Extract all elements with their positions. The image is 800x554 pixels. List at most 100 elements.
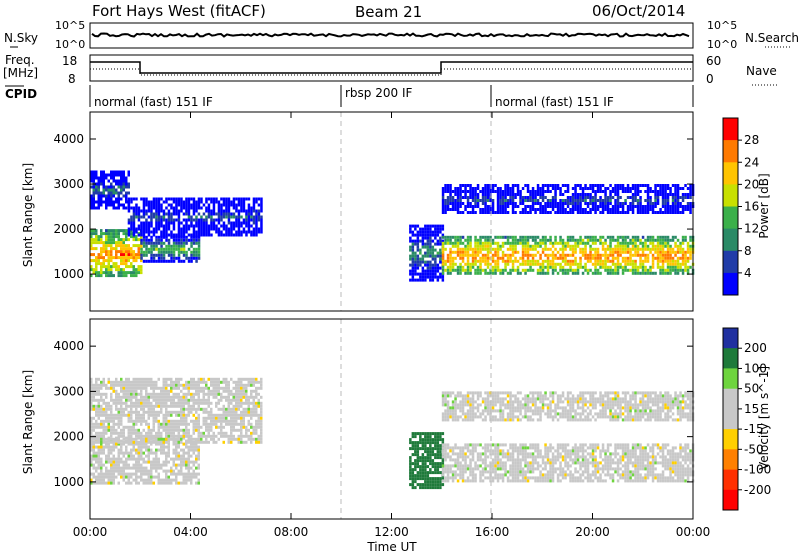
power-cell bbox=[521, 187, 525, 190]
power-cell bbox=[669, 271, 672, 275]
velocity-cell bbox=[137, 383, 140, 387]
power-cell bbox=[589, 196, 592, 199]
velocity-cell bbox=[112, 398, 115, 402]
power-cell bbox=[621, 268, 625, 272]
velocity-cell bbox=[100, 475, 103, 479]
power-cell bbox=[506, 190, 510, 193]
velocity-cell bbox=[182, 481, 185, 485]
power-cell bbox=[609, 244, 612, 248]
power-cell bbox=[626, 235, 630, 239]
velocity-cell bbox=[185, 440, 188, 444]
velocity-cell bbox=[152, 463, 155, 467]
power-cell bbox=[150, 241, 153, 245]
radar-title: Fort Hays West (fitACF) bbox=[92, 2, 266, 20]
power-cell bbox=[566, 196, 570, 199]
power-cell bbox=[461, 202, 465, 205]
velocity-cell bbox=[421, 471, 425, 475]
power-cell bbox=[499, 193, 502, 196]
power-cell bbox=[591, 202, 595, 205]
power-cell bbox=[97, 197, 100, 201]
power-cell bbox=[130, 227, 133, 231]
velocity-cell bbox=[227, 398, 230, 402]
power-cell bbox=[616, 253, 620, 257]
power-cell bbox=[524, 235, 527, 239]
power-cell bbox=[212, 197, 216, 201]
power-cell bbox=[441, 259, 445, 263]
velocity-cell bbox=[100, 413, 103, 417]
velocity-cell bbox=[97, 389, 100, 393]
power-cell bbox=[132, 206, 136, 210]
velocity-cell bbox=[434, 480, 437, 484]
power-cell bbox=[434, 257, 437, 261]
power-cell bbox=[614, 184, 617, 187]
velocity-cell bbox=[127, 395, 130, 399]
power-cell bbox=[664, 238, 667, 242]
power-cell bbox=[651, 262, 655, 266]
power-cell bbox=[596, 250, 600, 254]
velocity-cell bbox=[105, 440, 108, 444]
velocity-cell bbox=[170, 428, 173, 432]
power-cell bbox=[681, 262, 685, 266]
velocity-cell bbox=[185, 419, 188, 423]
power-cell bbox=[230, 212, 233, 216]
power-cell bbox=[130, 232, 133, 236]
power-cell bbox=[165, 247, 168, 251]
velocity-cell bbox=[135, 475, 138, 479]
power-cell bbox=[551, 202, 555, 205]
power-cell bbox=[222, 203, 226, 207]
power-cell bbox=[669, 187, 672, 190]
velocity-cell bbox=[92, 463, 95, 467]
velocity-cell bbox=[207, 431, 210, 435]
velocity-cell bbox=[132, 410, 135, 414]
velocity-cell bbox=[225, 413, 228, 417]
power-cell bbox=[117, 206, 120, 210]
velocity-cell bbox=[202, 431, 205, 435]
power-cell bbox=[130, 215, 133, 219]
velocity-cell bbox=[419, 477, 422, 481]
power-cell bbox=[115, 235, 118, 239]
power-cell bbox=[674, 208, 677, 211]
power-cell bbox=[409, 278, 412, 282]
velocity-cell bbox=[215, 392, 218, 396]
velocity-cell bbox=[195, 416, 198, 420]
power-cell bbox=[157, 235, 161, 239]
power-cell bbox=[157, 247, 161, 251]
velocity-cell bbox=[140, 434, 143, 438]
velocity-cell bbox=[175, 472, 178, 476]
velocity-cell bbox=[132, 466, 135, 470]
power-cell bbox=[589, 187, 592, 190]
power-cell bbox=[584, 268, 587, 272]
velocity-cell bbox=[192, 425, 195, 429]
power-cell bbox=[619, 187, 622, 190]
power-cell bbox=[421, 254, 425, 258]
power-cell bbox=[137, 265, 140, 269]
power-cell bbox=[634, 265, 637, 269]
power-cell bbox=[115, 188, 118, 192]
velocity-cell bbox=[125, 440, 128, 444]
power-cell bbox=[409, 263, 412, 267]
velocity-cell bbox=[137, 440, 140, 444]
noise-tick-right-bottom: 10^0 bbox=[707, 38, 737, 51]
velocity-cell bbox=[160, 437, 163, 441]
power-cell bbox=[120, 203, 123, 207]
power-cell bbox=[521, 211, 525, 214]
power-cell bbox=[539, 265, 542, 269]
power-cell bbox=[469, 265, 472, 269]
power-cell bbox=[606, 235, 610, 239]
power-cell bbox=[155, 209, 158, 213]
power-cell bbox=[456, 235, 460, 239]
velocity-cell bbox=[90, 478, 93, 482]
velocity-cell bbox=[426, 480, 430, 484]
power-cell bbox=[419, 257, 422, 261]
power-cell bbox=[649, 208, 652, 211]
power-cell bbox=[142, 233, 146, 237]
velocity-cell bbox=[192, 407, 195, 411]
velocity-cell bbox=[242, 434, 245, 438]
power-cell bbox=[514, 196, 517, 199]
power-cell bbox=[674, 259, 677, 263]
velocity-cell bbox=[100, 425, 103, 429]
power-cell bbox=[591, 190, 595, 193]
velocity-cell bbox=[197, 386, 200, 390]
power-cell bbox=[247, 212, 251, 216]
velocity-cell bbox=[172, 422, 175, 426]
